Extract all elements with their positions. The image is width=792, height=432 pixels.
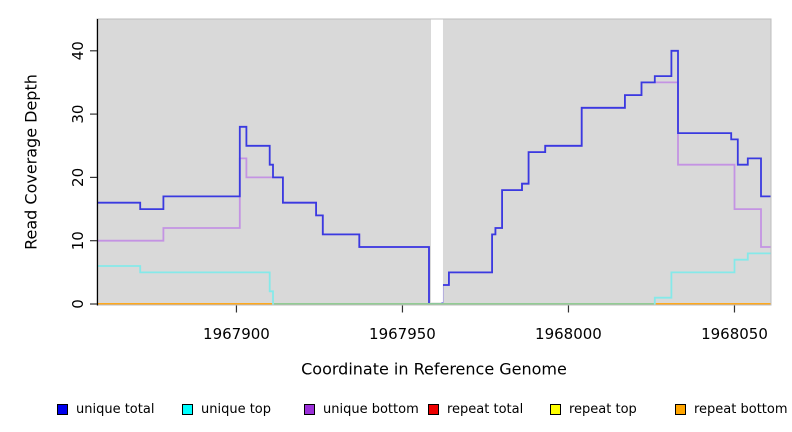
legend-item-repeat-bottom: repeat bottom [675, 401, 788, 417]
legend-swatch [304, 403, 315, 415]
legend-item-unique-total: unique total [57, 401, 154, 417]
y-axis-title: Read Coverage Depth [21, 74, 41, 250]
legend-label: unique total [76, 401, 155, 417]
y-tick-label: 10 [69, 231, 87, 250]
legend-swatch [675, 403, 686, 415]
legend-swatch [182, 403, 193, 415]
y-tick-label: 40 [69, 41, 87, 60]
legend-item-unique-bottom: unique bottom [304, 401, 419, 417]
x-tick-label: 1968050 [701, 325, 768, 343]
legend-label: unique top [201, 401, 272, 417]
series-unique-total [97, 49, 771, 305]
legend-item-repeat-top: repeat top [550, 401, 637, 417]
x-tick-label: 1967950 [369, 325, 436, 343]
y-tick-label: 0 [69, 299, 87, 309]
legend-item-unique-top: unique top [182, 401, 271, 417]
x-tick-label: 1967900 [203, 325, 270, 343]
legend-swatch [550, 403, 561, 415]
legend-label: repeat total [447, 401, 524, 417]
legend-label: repeat top [569, 401, 637, 417]
x-tick-label: 1968000 [535, 325, 602, 343]
legend-item-repeat-total: repeat total [428, 401, 523, 417]
y-tick-label: 30 [69, 105, 87, 124]
legend-swatch [57, 403, 68, 415]
legend-label: unique bottom [323, 401, 419, 417]
y-tick-label: 20 [69, 168, 87, 187]
x-axis-title: Coordinate in Reference Genome [301, 359, 567, 379]
masked-gap-band [431, 19, 443, 303]
legend-swatch [428, 403, 439, 415]
legend-label: repeat bottom [694, 401, 788, 417]
series-unique-top [97, 252, 771, 305]
